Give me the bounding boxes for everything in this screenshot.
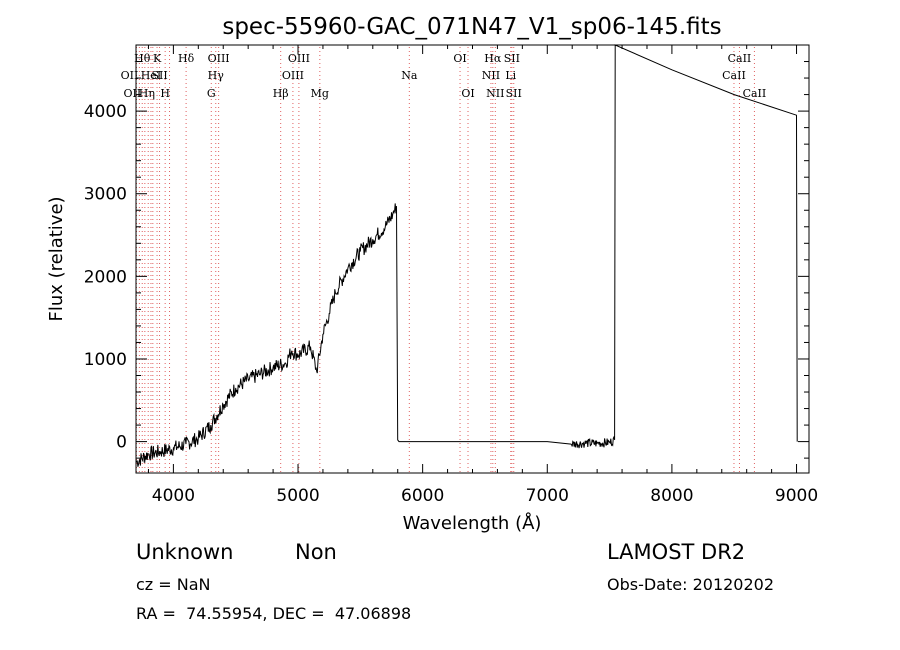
spectral-line-label: OI — [461, 87, 474, 100]
x-tick-label: 4000 — [152, 486, 195, 506]
spectral-line-label: CaII — [722, 69, 746, 82]
x-axis-label: Wavelength (Å) — [403, 512, 542, 534]
x-tick-label: 8000 — [650, 486, 693, 506]
x-tick-label: 6000 — [401, 486, 444, 506]
spectral-line-label: CaII — [743, 87, 767, 100]
spectral-line-label: OII — [121, 69, 139, 82]
spectrum-line — [135, 44, 798, 467]
spectral-line-label: Hβ — [273, 87, 289, 100]
subclass-label: Non — [295, 540, 337, 564]
spectral-line-markers — [135, 47, 755, 473]
spectral-line-label: OIII — [282, 69, 304, 82]
spectral-line-label: SII — [151, 69, 167, 82]
spectral-line-label: Na — [401, 69, 418, 82]
x-axis-ticks: 4000 5000 6000 7000 8000 9000 — [147, 45, 818, 506]
x-tick-label: 5000 — [276, 486, 319, 506]
spectral-line-label: NII — [486, 87, 504, 100]
spectral-line-label: Hδ — [178, 52, 195, 65]
chart-title: spec-55960-GAC_071N47_V1_sp06-145.fits — [222, 14, 721, 40]
y-tick-label: 2000 — [84, 267, 127, 287]
spectral-line-label: K — [153, 52, 162, 65]
spectral-line-label: Hγ — [208, 69, 225, 82]
spectral-line-label: Hη — [139, 87, 155, 100]
y-axis-ticks: 0 1000 2000 3000 4000 — [84, 44, 809, 459]
y-tick-label: 1000 — [84, 350, 127, 370]
spectral-line-label: SII — [504, 52, 520, 65]
spectral-line-label: HeI — [141, 69, 161, 82]
spectral-line-label: Li — [505, 69, 516, 82]
plot-frame — [135, 44, 810, 474]
y-tick-label: 0 — [116, 433, 127, 453]
y-tick-label: 4000 — [84, 102, 127, 122]
spectral-line-label: G — [207, 87, 216, 100]
spectral-line-label: NII — [482, 69, 500, 82]
y-axis-label: Flux (relative) — [46, 196, 67, 321]
y-tick-label: 3000 — [84, 185, 127, 205]
x-tick-label: 9000 — [775, 486, 818, 506]
spectral-line-labels: OII OII Hθ Hη HeI K SII H Hδ G Hγ OIII Hβ OIII OIII Mg N… — [121, 52, 767, 100]
coordinates-label: RA = 74.55954, DEC = 47.06898 — [136, 604, 412, 623]
spectral-line-label: OIII — [288, 52, 310, 65]
spectral-line-label: Hα — [484, 52, 502, 65]
spectral-line-label: CaII — [728, 52, 752, 65]
observation-date: Obs-Date: 20120202 — [607, 575, 775, 594]
spectral-line-label: H — [160, 87, 170, 100]
spectral-line-label: OI — [453, 52, 466, 65]
spectral-line-label: Mg — [311, 87, 329, 100]
spectral-line-label: OIII — [208, 52, 230, 65]
survey-label: LAMOST DR2 — [607, 540, 746, 564]
spectral-line-label: SII — [506, 87, 522, 100]
spectral-line-label: OII — [124, 87, 142, 100]
redshift-label: cz = NaN — [136, 575, 211, 594]
class-label: Unknown — [136, 540, 234, 564]
spectral-line-label: Hθ — [134, 52, 151, 65]
x-tick-label: 7000 — [526, 486, 569, 506]
